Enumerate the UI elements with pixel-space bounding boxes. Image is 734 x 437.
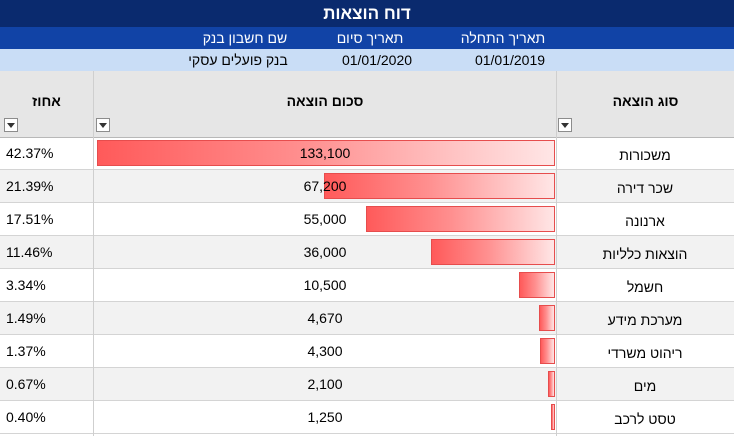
amount-value: 36,000 (303, 244, 347, 260)
percent-cell: 1.37% (6, 343, 46, 359)
percent-cell: 17.51% (6, 211, 54, 227)
percent-cell: 0.40% (6, 409, 46, 425)
amount-value: 67,200 (303, 178, 347, 194)
amount-data-bar (548, 371, 555, 397)
meta-values-row: 01/01/2019 01/01/2020 בנק פועלים עסקי (0, 49, 734, 71)
amount-value: 4,300 (307, 343, 343, 359)
amount-cell: 4,670 (94, 302, 556, 334)
amount-value: 55,000 (303, 211, 347, 227)
table-row: 1.37% 4,300 ריהוט משרדי (0, 335, 734, 368)
expense-category-cell: משכורות (619, 147, 671, 163)
amount-cell: 2,100 (94, 368, 556, 400)
amount-data-bar (431, 239, 555, 265)
amount-cell: 133,100 (94, 137, 556, 169)
category-header-label: סוג הוצאה (612, 93, 679, 109)
start-date-label: תאריך התחלה (460, 30, 546, 46)
amount-cell: 55,000 (94, 203, 556, 235)
expense-category-cell: מערכת מידע (607, 312, 683, 328)
percent-cell: 42.37% (6, 145, 54, 161)
amount-data-bar (551, 404, 555, 430)
percent-header-label: אחוז (32, 93, 61, 109)
table-row: 1.49% 4,670 מערכת מידע (0, 302, 734, 335)
expense-category-cell: חשמל (626, 279, 664, 295)
amount-data-bar (519, 272, 555, 298)
expense-category-cell: טסט לרכב (614, 411, 676, 427)
amount-data-bar (540, 338, 555, 364)
table-row: 42.37% 133,100 משכורות (0, 137, 734, 170)
amount-value: 133,100 (299, 145, 351, 161)
amount-column-header: סכום הוצאה (94, 71, 556, 138)
meta-header-row: תאריך התחלה תאריך סיום שם חשבון בנק (0, 27, 734, 49)
bank-account-label: שם חשבון בנק (202, 30, 288, 46)
table-row: 11.46% 36,000 הוצאות כלליות (0, 236, 734, 269)
amount-cell: 36,000 (94, 236, 556, 268)
table-row: 3.34% 10,500 חשמל (0, 269, 734, 302)
start-date-value: 01/01/2019 (474, 52, 546, 68)
category-filter-dropdown-icon[interactable] (558, 118, 572, 132)
amount-filter-dropdown-icon[interactable] (96, 118, 110, 132)
expense-category-cell: מים (633, 378, 657, 394)
amount-cell: 4,300 (94, 335, 556, 367)
amount-cell: 1,250 (94, 401, 556, 433)
column-divider (556, 71, 557, 436)
amount-data-bar (366, 206, 555, 232)
amount-value: 1,250 (307, 409, 343, 425)
amount-cell: 10,500 (94, 269, 556, 301)
expense-category-cell: ארנונה (625, 213, 665, 229)
amount-cell: 67,200 (94, 170, 556, 202)
bank-account-value: בנק פועלים עסקי (188, 52, 288, 68)
percent-cell: 1.49% (6, 310, 46, 326)
end-date-label: תאריך סיום (336, 30, 404, 46)
amount-data-bar (97, 140, 555, 166)
amount-data-bar (324, 173, 555, 199)
category-column-header: סוג הוצאה (557, 71, 734, 138)
percent-cell: 21.39% (6, 178, 54, 194)
amount-data-bar (539, 305, 555, 331)
percent-cell: 0.67% (6, 376, 46, 392)
percent-column-header: אחוז (0, 71, 93, 138)
report-title: דוח הוצאות (0, 0, 734, 27)
table-row: 17.51% 55,000 ארנונה (0, 203, 734, 236)
amount-header-label: סכום הוצאה (286, 93, 364, 109)
end-date-value: 01/01/2020 (341, 52, 413, 68)
amount-value: 10,500 (303, 277, 347, 293)
column-divider (93, 71, 94, 436)
percent-cell: 3.34% (6, 277, 46, 293)
amount-value: 2,100 (307, 376, 343, 392)
percent-cell: 11.46% (6, 244, 53, 260)
table-row: 21.39% 67,200 שכר דירה (0, 170, 734, 203)
expense-category-cell: ריהוט משרדי (607, 345, 683, 361)
table-row: 0.40% 1,250 טסט לרכב (0, 401, 734, 434)
percent-filter-dropdown-icon[interactable] (4, 118, 18, 132)
expense-category-cell: הוצאות כלליות (602, 246, 688, 262)
amount-value: 4,670 (307, 310, 343, 326)
table-row: 0.67% 2,100 מים (0, 368, 734, 401)
expense-category-cell: שכר דירה (616, 180, 674, 196)
